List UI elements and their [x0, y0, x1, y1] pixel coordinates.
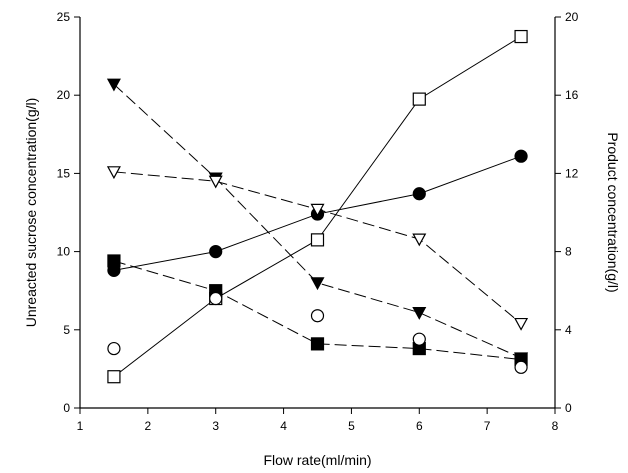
x-tick-label: 2	[145, 419, 152, 433]
data-point-circle-open	[107, 341, 121, 356]
data-point-circle-filled	[209, 245, 223, 259]
y-right-tick-label: 12	[565, 166, 579, 180]
data-point-triangle-down-filled	[412, 306, 427, 320]
y-left-tick-label: 15	[57, 166, 71, 180]
data-point-square-open	[514, 29, 528, 44]
x-tick-label: 5	[348, 419, 355, 433]
x-tick-label: 3	[212, 419, 219, 433]
data-point-circle-filled	[514, 149, 528, 163]
y-left-tick-label: 10	[57, 245, 71, 259]
data-point-triangle-down-open	[208, 175, 223, 189]
data-point-triangle-down-open	[412, 233, 427, 247]
y-left-tick-label: 5	[63, 323, 70, 337]
series-line-triangle-down-open	[113, 171, 522, 324]
x-tick-label: 4	[280, 419, 287, 433]
data-point-square-filled	[310, 337, 325, 351]
data-point-triangle-down-filled	[310, 277, 325, 291]
y-right-tick-label: 20	[565, 10, 579, 24]
data-point-triangle-down-open	[514, 317, 529, 331]
data-point-triangle-down-filled	[106, 78, 121, 92]
data-point-circle-filled	[412, 187, 426, 201]
series-line-triangle-down-filled	[113, 83, 522, 359]
series-line-square-filled	[113, 260, 522, 361]
y-right-tick-label: 4	[565, 323, 572, 337]
data-point-square-open	[412, 92, 426, 106]
data-point-circle-open	[209, 291, 223, 306]
data-point-square-open	[107, 370, 121, 384]
x-tick-label: 8	[552, 419, 559, 433]
y-axis-right-title: Product concentration(g/l)	[605, 132, 621, 292]
x-tick-label: 7	[484, 419, 491, 433]
data-point-triangle-down-open	[106, 166, 121, 180]
y-right-tick-label: 16	[565, 88, 579, 102]
x-axis-title: Flow rate(ml/min)	[263, 452, 371, 468]
data-point-square-filled	[107, 254, 121, 268]
x-tick-label: 6	[416, 419, 423, 433]
data-point-circle-open	[412, 332, 426, 346]
y-left-tick-label: 20	[57, 88, 71, 102]
x-tick-label: 1	[77, 419, 84, 433]
data-point-circle-open	[514, 360, 528, 374]
y-right-tick-label: 8	[565, 245, 572, 259]
data-point-triangle-down-open	[310, 203, 325, 217]
y-left-tick-label: 0	[63, 401, 70, 415]
data-point-square-open	[310, 233, 325, 247]
data-point-circle-open	[310, 309, 325, 323]
y-right-tick-label: 0	[565, 401, 572, 415]
y-axis-left-title: Unreacted sucrose concentration(g/l)	[23, 98, 39, 328]
y-left-tick-label: 25	[57, 10, 71, 24]
